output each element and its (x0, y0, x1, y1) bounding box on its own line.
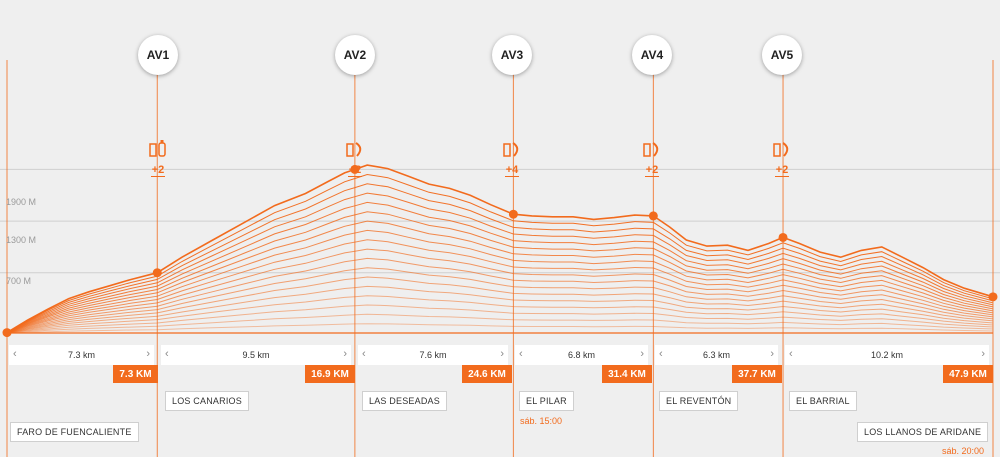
profile-layer-13 (6, 285, 994, 334)
chevron-left-icon: ‹ (13, 348, 17, 360)
aid-station-av4[interactable]: AV4 (632, 35, 672, 75)
segment-distance: 9.5 km (242, 350, 270, 360)
profile-layer-11 (6, 267, 994, 334)
checkpoint-dot-5 (778, 232, 788, 242)
segment-distance: 10.2 km (870, 350, 903, 360)
segment-distance: 7.3 km (67, 350, 95, 360)
segment-distance: 6.8 km (567, 350, 595, 360)
place-av5[interactable]: EL BARRIAL (789, 391, 857, 411)
cup-banana-icon (643, 142, 659, 157)
profile-layer-4 (6, 201, 994, 334)
segment-distance: 7.6 km (419, 350, 447, 360)
supply-av5[interactable]: +2 (769, 138, 795, 178)
place-av1[interactable]: LOS CANARIOS (165, 391, 249, 411)
supply-count: +2 (644, 164, 660, 177)
time-finish: sáb. 20:00 (942, 446, 985, 456)
cup-banana-icon (773, 142, 789, 157)
chevron-left-icon: ‹ (789, 348, 793, 360)
aid-station-av5[interactable]: AV5 (762, 35, 802, 75)
place-av2[interactable]: LAS DESEADAS (362, 391, 447, 411)
profile-layer-16 (6, 313, 994, 334)
km-marker-6: 47.9 KM (943, 365, 993, 383)
cup-banana-icon (503, 142, 519, 157)
profile-layer-0 (6, 164, 994, 334)
checkpoint-dot-3 (508, 209, 518, 219)
chevron-right-icon: › (500, 348, 504, 360)
segment-distance: 6.3 km (702, 350, 730, 360)
profile-layer-15 (6, 304, 994, 334)
profile-layer-14 (6, 295, 994, 334)
place-av3[interactable]: EL PILAR (519, 391, 574, 411)
profile-layer-17 (6, 323, 994, 334)
segment-4[interactable]: ‹ 6.8 km › (515, 345, 648, 365)
time-av3: sáb. 15:00 (520, 416, 563, 426)
chevron-left-icon: ‹ (519, 348, 523, 360)
profile-layer-8 (6, 239, 994, 334)
checkpoint-dot-4 (648, 211, 658, 221)
checkpoint-dot-1 (152, 268, 162, 278)
km-marker-3: 24.6 KM (462, 365, 512, 383)
aid-station-av3[interactable]: AV3 (492, 35, 532, 75)
segment-1[interactable]: ‹ 7.3 km › (9, 345, 154, 365)
profile-layer-12 (6, 276, 994, 334)
chevron-right-icon: › (343, 348, 347, 360)
km-marker-4: 31.4 KM (602, 365, 652, 383)
supply-av3[interactable]: +4 (499, 138, 525, 178)
checkpoint-dot-6 (988, 292, 998, 302)
chevron-right-icon: › (146, 348, 150, 360)
segment-2[interactable]: ‹ 9.5 km › (161, 345, 351, 365)
supply-av2[interactable]: +2 (342, 138, 368, 178)
place-av4[interactable]: EL REVENTÓN (659, 391, 739, 411)
cup-bottle-icon (149, 140, 166, 157)
checkpoint-dot-2 (350, 164, 360, 174)
supply-count: +4 (504, 164, 520, 177)
aid-station-av1[interactable]: AV1 (138, 35, 178, 75)
cup-banana-icon (346, 142, 362, 157)
supply-av4[interactable]: +2 (639, 138, 665, 178)
segment-6[interactable]: ‹ 10.2 km › (785, 345, 989, 365)
profile-layer-5 (6, 211, 994, 334)
supply-av1[interactable]: +2 (145, 138, 171, 178)
profile-layer-3 (6, 192, 994, 334)
profile-layer-9 (6, 248, 994, 334)
chevron-right-icon: › (640, 348, 644, 360)
chevron-left-icon: ‹ (659, 348, 663, 360)
profile-layer-6 (6, 220, 994, 334)
km-marker-1: 7.3 KM (113, 365, 158, 383)
segment-5[interactable]: ‹ 6.3 km › (655, 345, 778, 365)
aid-station-av2[interactable]: AV2 (335, 35, 375, 75)
checkpoint-dot-0 (2, 328, 12, 338)
altitude-label-700: 700 M (6, 276, 32, 286)
km-marker-5: 37.7 KM (732, 365, 782, 383)
supply-count: +2 (347, 164, 363, 177)
place-start[interactable]: FARO DE FUENCALIENTE (10, 422, 139, 442)
chevron-right-icon: › (981, 348, 985, 360)
chevron-right-icon: › (770, 348, 774, 360)
chevron-left-icon: ‹ (165, 348, 169, 360)
supply-count: +2 (150, 164, 166, 177)
chevron-left-icon: ‹ (362, 348, 366, 360)
altitude-label-1900: 1900 M (6, 197, 37, 207)
segment-3[interactable]: ‹ 7.6 km › (358, 345, 508, 365)
profile-layer-10 (6, 257, 994, 334)
profile-layer-1 (6, 173, 994, 334)
profile-layer-7 (6, 229, 994, 334)
place-finish[interactable]: LOS LLANOS DE ARIDANE (857, 422, 989, 442)
profile-layer-2 (6, 183, 994, 334)
supply-count: +2 (774, 164, 790, 177)
km-marker-2: 16.9 KM (305, 365, 355, 383)
altitude-label-1300: 1300 M (6, 235, 37, 245)
